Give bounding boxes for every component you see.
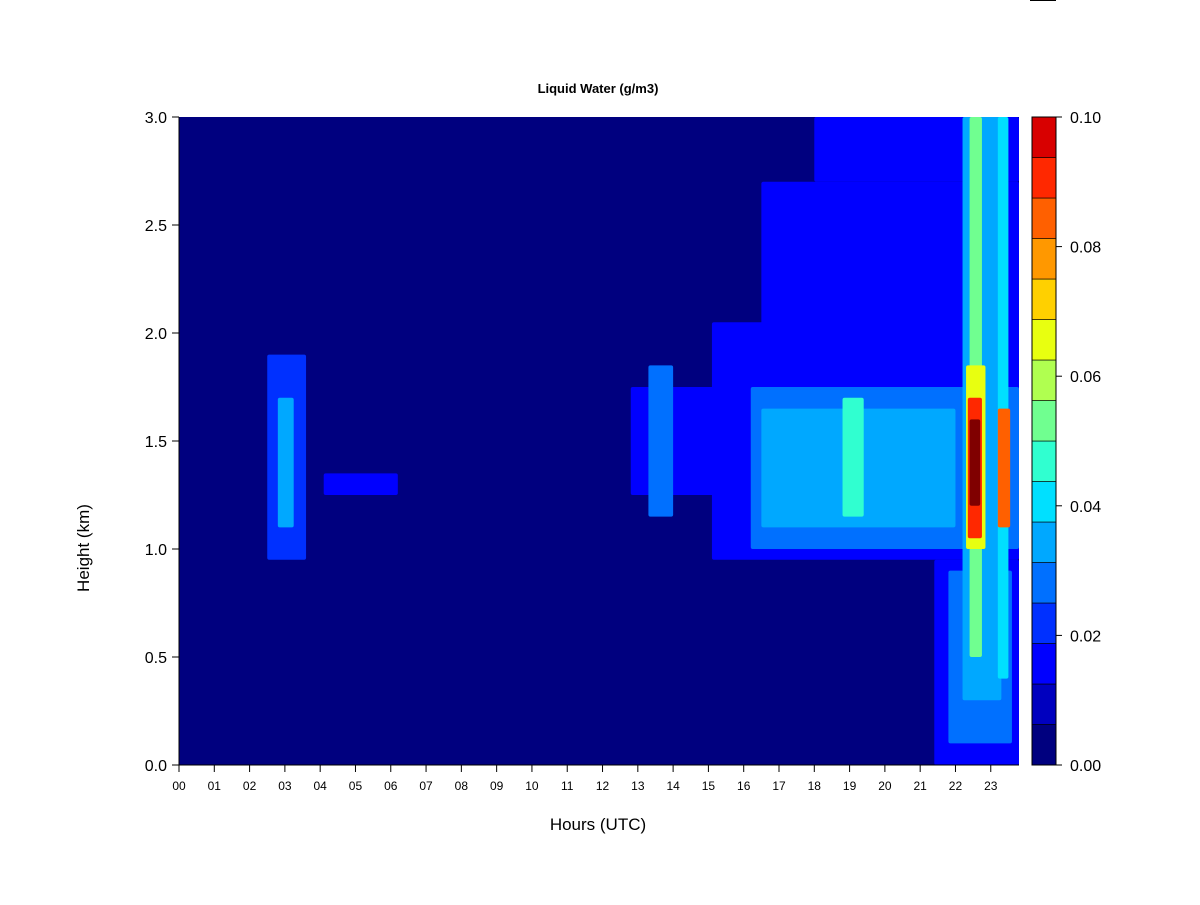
y-tick-label-0.5: 0.5 [145,650,167,667]
y-tick-label-1.5: 1.5 [145,434,167,451]
x-tick-label-02: 02 [243,779,257,793]
x-tick-label-23: 23 [984,779,998,793]
colorbar-swatch-2 [1031,643,1057,685]
colorbar-swatch-11 [1031,278,1057,320]
heatmap-cell-19 [997,408,1011,528]
x-tick-label-05: 05 [349,779,363,793]
colorbar-swatch-9 [1031,359,1057,401]
heatmap-area [179,117,1019,765]
y-tick-label-2.5: 2.5 [145,218,167,235]
colorbar-swatch-14 [1031,157,1057,199]
heatmap-cell-8 [842,397,864,517]
colorbar-swatch-3 [1031,602,1057,644]
corner-mark [1030,0,1056,1]
x-tick-label-03: 03 [278,779,292,793]
x-tick-label-12: 12 [596,779,610,793]
colorbar: 0.00 0.02 0.04 0.06 0.08 0.10 [1031,110,1101,775]
x-tick-label-15: 15 [702,779,716,793]
colorbar-tick-label-0.04: 0.04 [1070,499,1101,516]
x-tick-label-20: 20 [878,779,892,793]
colorbar-swatch-8 [1031,400,1057,442]
x-tick-label-14: 14 [666,779,680,793]
x-tick-label-19: 19 [843,779,857,793]
heatmap-cell-15 [997,117,1009,679]
x-tick-label-04: 04 [313,779,327,793]
y-tick-label-0.0: 0.0 [145,758,167,775]
x-tick-label-18: 18 [808,779,822,793]
x-tick-label-01: 01 [208,779,222,793]
colorbar-swatch-15 [1031,116,1057,158]
colorbar-swatch-4 [1031,562,1057,604]
x-tick-label-09: 09 [490,779,504,793]
x-tick-label-13: 13 [631,779,645,793]
chart-title: Liquid Water (g/m3) [538,81,659,96]
colorbar-swatch-10 [1031,319,1057,361]
x-tick-label-16: 16 [737,779,751,793]
colorbar-tick-label-0.06: 0.06 [1070,369,1101,386]
x-tick-label-21: 21 [913,779,927,793]
y-tick-label-3.0: 3.0 [145,110,167,127]
x-tick-label-10: 10 [525,779,539,793]
heatmap-cell-18 [969,419,981,506]
colorbar-swatch-13 [1031,197,1057,239]
colorbar-swatch-12 [1031,238,1057,280]
x-tick-label-22: 22 [949,779,963,793]
x-tick-label-00: 00 [172,779,186,793]
x-axis: 00 01 02 03 04 05 06 07 08 09 10 11 12 13 14 15 16 17 18 19… [172,764,1019,793]
colorbar-swatch-1 [1031,683,1057,725]
x-tick-label-17: 17 [772,779,786,793]
x-tick-label-07: 07 [419,779,433,793]
heatmap-cell-2 [323,473,398,495]
colorbar-swatch-5 [1031,521,1057,563]
y-axis: 0.0 0.5 1.0 1.5 2.0 2.5 3.0 [145,110,180,775]
colorbar-frame [1031,116,1057,766]
x-tick-label-08: 08 [455,779,469,793]
colorbar-tick-label-0.00: 0.00 [1070,758,1101,775]
colorbar-tick-label-0.02: 0.02 [1070,628,1101,645]
colorbar-swatch-7 [1031,440,1057,482]
heatmap-cell-9 [761,181,1019,333]
heatmap-cell-4 [648,365,674,517]
y-tick-label-2.0: 2.0 [145,326,167,343]
x-tick-label-11: 11 [561,779,574,793]
x-axis-label: Hours (UTC) [550,815,646,834]
colorbar-swatch-6 [1031,481,1057,523]
colorbar-tick-label-0.08: 0.08 [1070,240,1101,257]
heatmap-cell-1 [277,397,294,528]
heatmap-cell-3 [630,387,716,495]
colorbar-swatch-0 [1031,724,1057,766]
x-tick-label-06: 06 [384,779,398,793]
y-axis-label: Height (km) [74,504,93,592]
y-tick-label-1.0: 1.0 [145,542,167,559]
colorbar-tick-label-0.10: 0.10 [1070,110,1101,127]
